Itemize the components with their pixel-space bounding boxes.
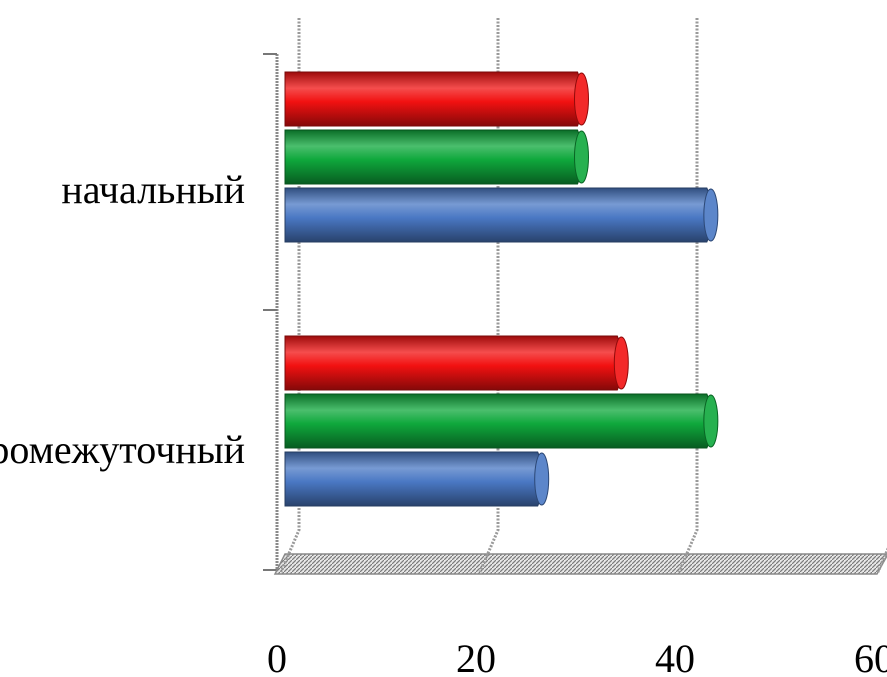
bar-cap [703,394,719,448]
x-tick-label: 40 [655,636,695,677]
bar-cap [574,72,589,126]
gridline [478,18,500,573]
bar [284,129,584,185]
bar-cap [534,452,550,506]
bar [284,451,545,507]
bars [284,71,719,507]
bar [284,335,624,391]
x-tick-label: 60 [854,636,887,677]
bar [284,187,714,243]
gridline [279,18,301,573]
category-label: начальный [61,167,245,212]
gridline [876,547,887,573]
gridline [677,18,699,573]
category-label: промежуточный [0,427,245,472]
bar-cap [613,336,629,390]
bar-cap [703,188,719,242]
x-axis-floor [273,553,887,575]
bar [284,71,584,127]
y-axis [275,54,287,575]
chart-walls [263,53,887,575]
gridlines [279,18,887,573]
x-tick-label: 0 [267,636,287,677]
bar-cap [574,130,589,184]
bar [284,393,714,449]
x-tick-label: 20 [456,636,496,677]
category-labels: начальный промежуточный [0,167,245,472]
x-tick-labels: 0 20 40 60 [267,636,887,677]
